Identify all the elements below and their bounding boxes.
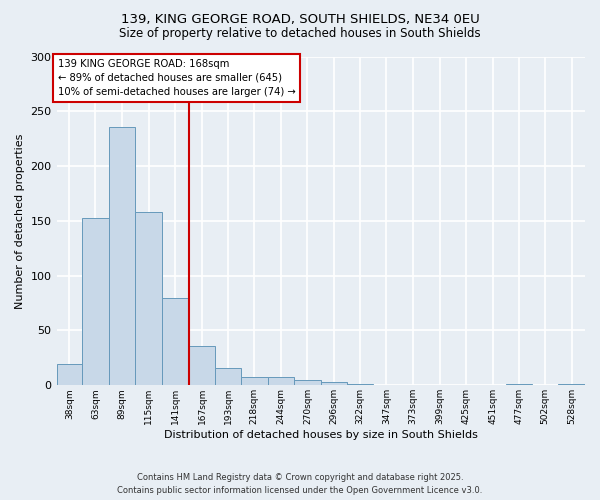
Text: 139 KING GEORGE ROAD: 168sqm
← 89% of detached houses are smaller (645)
10% of s: 139 KING GEORGE ROAD: 168sqm ← 89% of de… bbox=[58, 58, 295, 96]
Bar bbox=[109, 126, 136, 386]
Bar bbox=[136, 212, 162, 386]
Bar bbox=[294, 380, 321, 386]
Text: Size of property relative to detached houses in South Shields: Size of property relative to detached ho… bbox=[119, 28, 481, 40]
Bar bbox=[56, 364, 82, 386]
Bar bbox=[241, 376, 268, 386]
Bar bbox=[215, 368, 241, 386]
X-axis label: Distribution of detached houses by size in South Shields: Distribution of detached houses by size … bbox=[164, 430, 478, 440]
Bar bbox=[82, 218, 109, 386]
Text: Contains HM Land Registry data © Crown copyright and database right 2025.
Contai: Contains HM Land Registry data © Crown c… bbox=[118, 474, 482, 495]
Bar bbox=[321, 382, 347, 386]
Bar bbox=[506, 384, 532, 386]
Bar bbox=[162, 298, 188, 386]
Bar bbox=[347, 384, 373, 386]
Bar bbox=[559, 384, 585, 386]
Bar bbox=[188, 346, 215, 386]
Y-axis label: Number of detached properties: Number of detached properties bbox=[15, 133, 25, 308]
Text: 139, KING GEORGE ROAD, SOUTH SHIELDS, NE34 0EU: 139, KING GEORGE ROAD, SOUTH SHIELDS, NE… bbox=[121, 12, 479, 26]
Bar bbox=[268, 376, 294, 386]
